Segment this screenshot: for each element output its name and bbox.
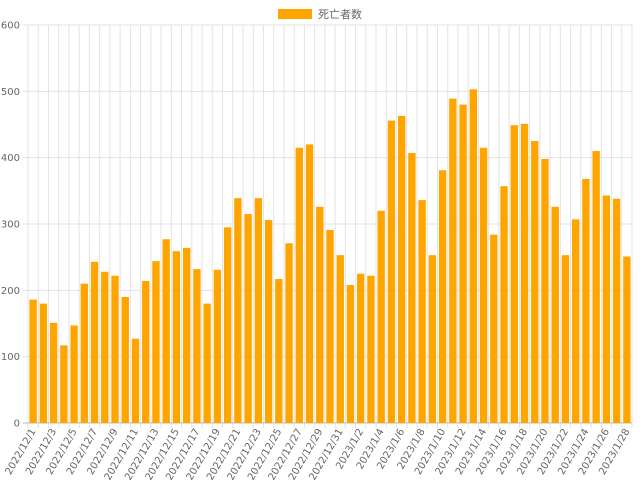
y-tick-label: 500 <box>1 87 20 98</box>
bar[interactable] <box>326 229 334 423</box>
bar[interactable] <box>479 147 488 423</box>
bar[interactable] <box>305 144 314 423</box>
bar[interactable] <box>449 98 457 423</box>
bar[interactable] <box>397 115 406 424</box>
bar[interactable] <box>367 275 375 423</box>
bar[interactable] <box>377 210 385 423</box>
bar[interactable] <box>264 220 273 423</box>
bar[interactable] <box>357 273 365 423</box>
bar[interactable] <box>172 251 181 423</box>
bar[interactable] <box>459 104 467 423</box>
bar[interactable] <box>152 261 160 423</box>
bar[interactable] <box>70 325 78 423</box>
y-tick-label: 600 <box>1 21 20 32</box>
bar[interactable] <box>49 322 58 423</box>
bar[interactable] <box>29 299 37 423</box>
bar[interactable] <box>500 186 508 423</box>
bar[interactable] <box>592 151 600 424</box>
bar[interactable] <box>275 279 283 423</box>
bar[interactable] <box>213 269 222 423</box>
bar[interactable] <box>203 303 211 423</box>
bar[interactable] <box>316 206 324 423</box>
bar[interactable] <box>121 296 129 423</box>
bar[interactable] <box>428 255 437 423</box>
bar[interactable] <box>623 256 631 423</box>
bar[interactable] <box>510 125 518 423</box>
bar[interactable] <box>101 271 109 423</box>
bar[interactable] <box>223 227 232 423</box>
bar[interactable] <box>490 234 498 423</box>
bar[interactable] <box>295 147 303 423</box>
bar[interactable] <box>561 255 570 423</box>
y-tick-label: 100 <box>1 352 20 363</box>
bar[interactable] <box>254 198 263 423</box>
y-tick-label: 300 <box>1 220 20 231</box>
bar[interactable] <box>612 198 621 423</box>
bar[interactable] <box>80 283 88 423</box>
bar[interactable] <box>162 239 170 423</box>
bar[interactable] <box>469 89 478 424</box>
bar[interactable] <box>60 345 68 423</box>
bar[interactable] <box>234 198 242 423</box>
chart-legend[interactable]: 死亡者数 <box>0 6 640 22</box>
bar[interactable] <box>418 200 426 423</box>
bar[interactable] <box>541 158 549 423</box>
bar[interactable] <box>438 170 447 423</box>
bar[interactable] <box>142 281 150 423</box>
bar[interactable] <box>336 255 344 423</box>
bar[interactable] <box>90 261 99 423</box>
legend-label: 死亡者数 <box>318 8 362 21</box>
bar[interactable] <box>244 214 252 423</box>
bar[interactable] <box>285 243 293 423</box>
y-tick-label: 0 <box>14 419 20 430</box>
bar[interactable] <box>387 120 396 424</box>
legend-swatch <box>278 9 312 19</box>
y-tick-label: 200 <box>1 286 20 297</box>
bar[interactable] <box>408 153 416 424</box>
bar[interactable] <box>39 303 48 423</box>
bar[interactable] <box>346 285 355 423</box>
bar[interactable] <box>520 123 529 423</box>
bar[interactable] <box>111 275 119 423</box>
bar[interactable] <box>602 195 611 423</box>
bar[interactable] <box>551 206 559 423</box>
bar[interactable] <box>582 178 590 423</box>
y-tick-label: 400 <box>1 153 20 164</box>
bar[interactable] <box>182 247 191 423</box>
bar[interactable] <box>131 338 140 423</box>
bar[interactable] <box>531 141 539 424</box>
bar[interactable] <box>572 219 580 423</box>
bar[interactable] <box>193 269 201 423</box>
